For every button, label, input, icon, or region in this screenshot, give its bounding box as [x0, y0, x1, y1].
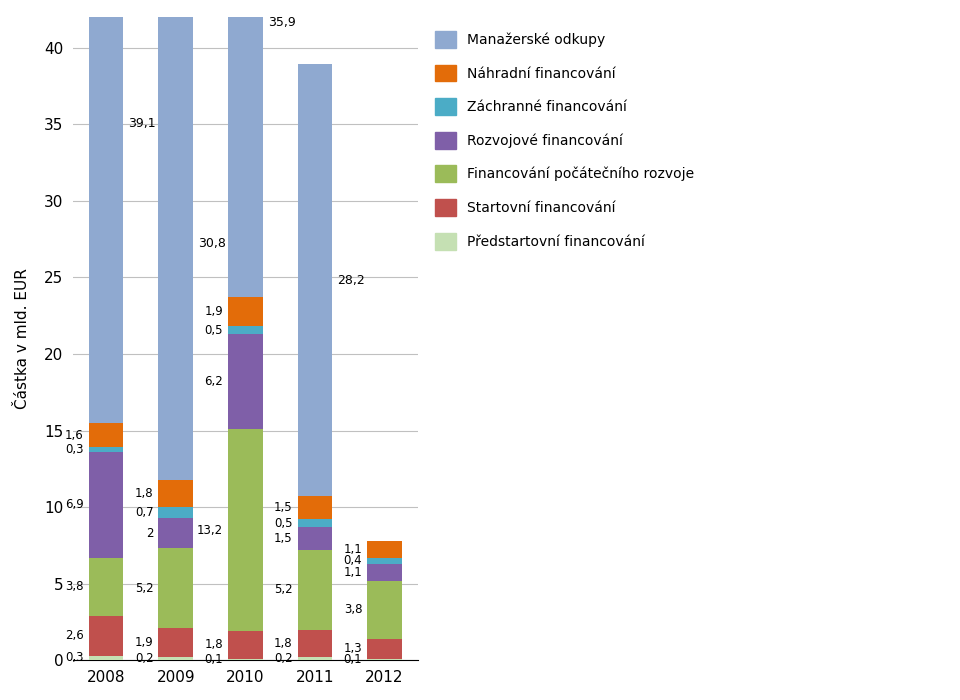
- Bar: [158, 507, 193, 518]
- Text: 1,1: 1,1: [344, 566, 362, 579]
- Text: 1,3: 1,3: [344, 643, 362, 655]
- Text: 5,2: 5,2: [274, 583, 293, 596]
- Bar: [158, 628, 193, 657]
- Bar: [228, 0, 263, 298]
- Bar: [298, 550, 332, 629]
- Text: 1,1: 1,1: [344, 542, 362, 556]
- Text: 30,8: 30,8: [198, 237, 226, 250]
- Bar: [367, 564, 402, 580]
- Bar: [298, 657, 332, 660]
- Text: 0,3: 0,3: [65, 443, 84, 456]
- Bar: [298, 629, 332, 657]
- Bar: [367, 541, 402, 558]
- Text: 39,1: 39,1: [129, 117, 156, 130]
- Text: 1,9: 1,9: [204, 305, 223, 318]
- Bar: [228, 631, 263, 659]
- Text: 1,5: 1,5: [274, 501, 293, 514]
- Bar: [228, 659, 263, 660]
- Bar: [88, 0, 124, 423]
- Text: 35,9: 35,9: [268, 16, 296, 29]
- Text: 6,2: 6,2: [204, 375, 223, 388]
- Bar: [88, 452, 124, 558]
- Bar: [158, 518, 193, 549]
- Text: 2: 2: [146, 526, 154, 540]
- Text: 3,8: 3,8: [344, 603, 362, 616]
- Bar: [228, 429, 263, 631]
- Bar: [158, 549, 193, 628]
- Text: 6,9: 6,9: [65, 498, 84, 511]
- Text: 1,8: 1,8: [274, 637, 293, 650]
- Bar: [158, 480, 193, 507]
- Text: 2,6: 2,6: [65, 629, 84, 643]
- Text: 13,2: 13,2: [197, 524, 223, 537]
- Bar: [298, 519, 332, 527]
- Text: 1,5: 1,5: [274, 532, 293, 545]
- Y-axis label: Částka v mld. EUR: Částka v mld. EUR: [15, 268, 30, 409]
- Bar: [228, 334, 263, 429]
- Text: 0,2: 0,2: [274, 652, 293, 665]
- Bar: [88, 656, 124, 660]
- Text: 1,6: 1,6: [65, 428, 84, 442]
- Text: 1,8: 1,8: [134, 486, 154, 500]
- Bar: [228, 298, 263, 326]
- Text: 1,9: 1,9: [134, 636, 154, 649]
- Bar: [298, 527, 332, 550]
- Text: 0,3: 0,3: [65, 652, 84, 664]
- Text: 5,2: 5,2: [134, 582, 154, 595]
- Text: 3,8: 3,8: [65, 580, 84, 594]
- Bar: [367, 580, 402, 639]
- Bar: [88, 423, 124, 447]
- Text: 0,1: 0,1: [344, 653, 362, 666]
- Bar: [367, 558, 402, 564]
- Legend: Manažerské odkupy, Náhradní financování, Záchranné financování, Rozvojové financ: Manažerské odkupy, Náhradní financování,…: [428, 24, 701, 256]
- Text: 0,4: 0,4: [344, 554, 362, 567]
- Text: 0,2: 0,2: [134, 652, 154, 665]
- Bar: [367, 639, 402, 659]
- Text: 28,2: 28,2: [337, 274, 365, 287]
- Bar: [158, 657, 193, 660]
- Bar: [298, 496, 332, 519]
- Bar: [88, 558, 124, 616]
- Text: 0,5: 0,5: [204, 323, 223, 337]
- Bar: [367, 659, 402, 660]
- Bar: [298, 64, 332, 496]
- Text: 0,5: 0,5: [275, 517, 293, 530]
- Bar: [88, 616, 124, 656]
- Bar: [158, 8, 193, 480]
- Bar: [228, 326, 263, 334]
- Text: 1,8: 1,8: [204, 638, 223, 652]
- Text: 0,7: 0,7: [134, 506, 154, 519]
- Bar: [88, 447, 124, 452]
- Text: 0,1: 0,1: [204, 653, 223, 666]
